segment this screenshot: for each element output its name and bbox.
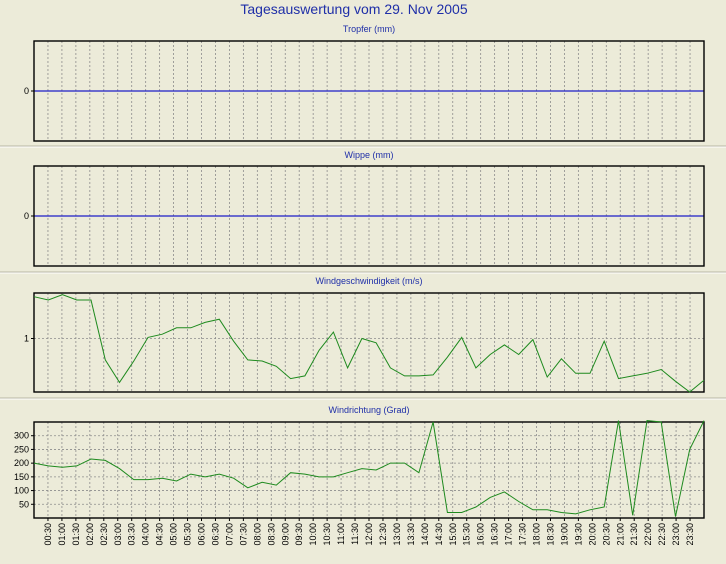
x-tick-label: 18:00: [532, 523, 542, 546]
x-tick-label: 05:30: [183, 523, 193, 546]
x-tick-label: 06:00: [197, 523, 207, 546]
x-tick-label: 10:00: [308, 523, 318, 546]
x-tick-label: 19:00: [559, 523, 569, 546]
x-tick-label: 02:30: [99, 523, 109, 546]
y-tick-label: 100: [14, 486, 29, 496]
x-tick-label: 06:30: [210, 523, 220, 546]
panel-title: Windrichtung (Grad): [328, 405, 409, 415]
y-tick-label: 1: [24, 333, 29, 343]
x-tick-label: 14:00: [420, 523, 430, 546]
x-tick-label: 17:00: [504, 523, 514, 546]
x-tick-label: 03:00: [113, 523, 123, 546]
x-tick-label: 02:00: [85, 523, 95, 546]
panel-3: Windgeschwindigkeit (m/s) 1: [24, 276, 705, 393]
x-tick-label: 21:30: [629, 523, 639, 546]
x-tick-label: 18:30: [545, 523, 555, 546]
panel-2: Wippe (mm) 0: [24, 150, 705, 267]
x-tick-label: 22:00: [643, 523, 653, 546]
plot-frame: [33, 292, 705, 393]
x-tick-label: 00:30: [43, 523, 53, 546]
x-tick-label: 13:00: [392, 523, 402, 546]
x-tick-label: 05:00: [169, 523, 179, 546]
x-tick-label: 20:30: [601, 523, 611, 546]
panel-1: Tropfer (mm) 0: [24, 24, 705, 142]
x-tick-label: 14:30: [434, 523, 444, 546]
x-tick-label: 19:30: [573, 523, 583, 546]
x-tick-label: 13:30: [406, 523, 416, 546]
x-tick-label: 23:00: [671, 523, 681, 546]
x-tick-label: 15:00: [448, 523, 458, 546]
x-tick-label: 22:30: [657, 523, 667, 546]
y-tick-label: 150: [14, 472, 29, 482]
x-tick-label: 04:30: [155, 523, 165, 546]
x-tick-label: 15:30: [462, 523, 472, 546]
plot-frame: [33, 40, 705, 142]
x-tick-label: 20:00: [587, 523, 597, 546]
x-tick-label: 10:30: [322, 523, 332, 546]
x-tick-label: 16:00: [476, 523, 486, 546]
x-tick-label: 17:30: [518, 523, 528, 546]
x-tick-label: 16:30: [490, 523, 500, 546]
main-title: Tagesauswertung vom 29. Nov 2005: [240, 1, 467, 17]
panel-title: Windgeschwindigkeit (m/s): [315, 276, 422, 286]
x-tick-label: 08:00: [252, 523, 262, 546]
x-tick-label: 11:00: [336, 523, 346, 545]
x-tick-label: 09:00: [280, 523, 290, 546]
x-tick-label: 12:00: [364, 523, 374, 546]
y-tick-label: 0: [24, 86, 29, 96]
x-tick-label: 23:30: [685, 523, 695, 546]
panel-title: Tropfer (mm): [343, 24, 395, 34]
y-tick-label: 0: [24, 211, 29, 221]
x-tick-label: 01:30: [71, 523, 81, 546]
panel-4: Windrichtung (Grad) 50 100 150 200 250 300: [14, 405, 705, 519]
x-tick-label: 07:30: [238, 523, 248, 546]
series-line: [33, 420, 705, 517]
y-tick-label: 50: [19, 499, 29, 509]
x-tick-label: 08:30: [266, 523, 276, 546]
x-tick-label: 12:30: [378, 523, 388, 546]
y-tick-label: 250: [14, 444, 29, 454]
x-tick-label: 03:30: [127, 523, 137, 546]
x-tick-label: 07:00: [224, 523, 234, 546]
x-tick-label: 09:30: [294, 523, 304, 546]
plot-frame: [33, 165, 705, 267]
panel-title: Wippe (mm): [345, 150, 394, 160]
y-tick-label: 200: [14, 458, 29, 468]
x-tick-label: 21:00: [615, 523, 625, 546]
x-tick-label: 11:30: [350, 523, 360, 545]
x-tick-label: 04:00: [141, 523, 151, 546]
y-tick-label: 300: [14, 431, 29, 441]
series-line: [33, 294, 705, 393]
x-axis: 00:30 01:00 01:30 02:00 02:30 03:00 03:30 04:00…: [43, 518, 695, 546]
x-tick-label: 01:00: [57, 523, 67, 546]
